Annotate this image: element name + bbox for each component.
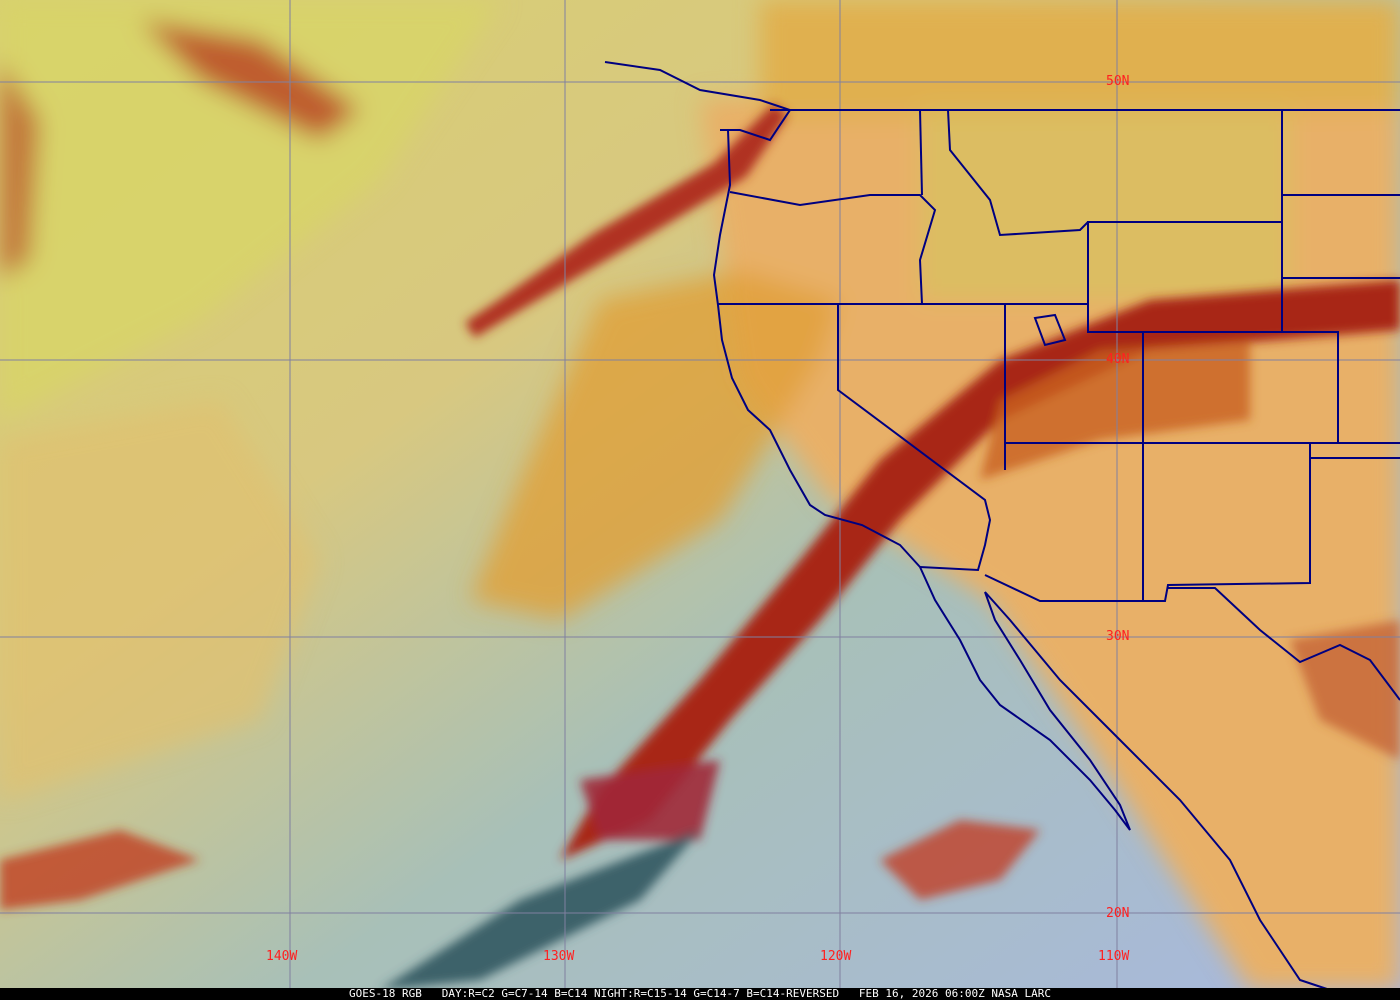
lon-label-110w: 110W	[1098, 949, 1129, 964]
lon-labels: 140W 130W 120W 110W	[266, 949, 1129, 964]
lat-label-30n: 30N	[1106, 629, 1129, 644]
image-caption: GOES-18 RGB DAY:R=C2 G=C7-14 B=C14 NIGHT…	[0, 988, 1400, 1000]
lat-label-40n: 40N	[1106, 352, 1129, 367]
coastlines-and-borders	[604, 61, 1400, 991]
lon-label-140w: 140W	[266, 949, 297, 964]
lat-label-50n: 50N	[1106, 74, 1129, 89]
lon-label-130w: 130W	[543, 949, 574, 964]
lon-label-120w: 120W	[820, 949, 851, 964]
lat-label-20n: 20N	[1106, 906, 1129, 921]
lat-labels: 50N 40N 30N 20N	[1106, 74, 1129, 921]
